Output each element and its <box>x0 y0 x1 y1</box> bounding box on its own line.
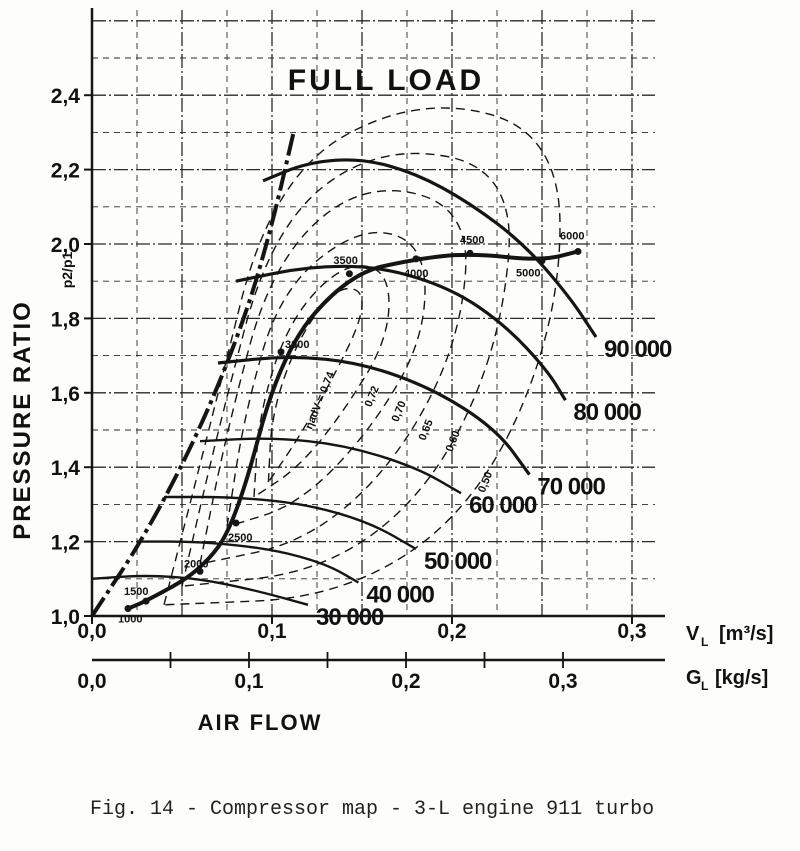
operating-point-rpm-label: 1500 <box>124 586 148 598</box>
operating-point-rpm-label: 5000 <box>516 268 540 280</box>
operating-point <box>412 255 420 263</box>
operating-point-rpm-label: 2000 <box>184 558 208 570</box>
y-tick-label: 1,0 <box>51 606 80 629</box>
y-tick-label: 1,6 <box>51 383 80 406</box>
efficiency-label: ηadV = 0,74 <box>303 369 337 431</box>
operating-point <box>232 519 240 527</box>
gl-axis-title: G L [kg/s] <box>686 667 768 693</box>
speed-line-label: 40 000 <box>366 582 434 609</box>
y-tick-label: 2,0 <box>51 234 80 257</box>
speed-line <box>235 264 567 402</box>
compressor-map-chart: ηadV = 0,74 0,720,700,65 0,600,50 30 00040… <box>9 8 773 735</box>
operating-point <box>538 257 546 265</box>
vl-tick-label: 0,0 <box>77 620 106 643</box>
operating-point <box>277 348 285 356</box>
speed-line <box>136 540 359 584</box>
y-tick-label: 1,8 <box>51 308 81 331</box>
efficiency-label: 0,70 <box>390 399 409 423</box>
axes: 1,0 1,2 1,4 1,6 1,8 2,0 2,2 2,4 0,0 0,1 0,2 0,3 0,0 0… <box>51 8 665 693</box>
gl-unit: [kg/s] <box>715 667 768 689</box>
speed-line <box>164 495 417 551</box>
speed-line-label: 60 000 <box>469 492 537 519</box>
speed-line-label: 70 000 <box>537 474 605 501</box>
operating-point <box>345 270 353 278</box>
speed-line-label: 30 000 <box>316 604 384 631</box>
efficiency-label: 0,60 <box>444 429 463 453</box>
vl-tick-label: 0,2 <box>437 620 466 643</box>
y-axis-symbol: p2/p1 <box>59 252 75 289</box>
x-axis-label: AIR FLOW <box>198 710 323 735</box>
speed-line <box>262 158 598 338</box>
y-tick-label: 2,2 <box>51 160 80 183</box>
efficiency-island-line <box>163 107 561 606</box>
operating-point-rpm-label: 4000 <box>404 268 428 280</box>
speed-line <box>199 437 462 495</box>
operating-point <box>574 247 582 255</box>
vl-axis-title: V L [m³/s] <box>686 623 773 649</box>
efficiency-island-line <box>199 190 467 565</box>
operating-point <box>466 249 474 257</box>
efficiency-label: 0,65 <box>417 418 436 442</box>
gl-tick-label: 0,1 <box>234 670 264 693</box>
vl-tick-label: 0,3 <box>617 620 646 643</box>
speed-line-label: 80 000 <box>573 399 641 426</box>
operating-point-rpm-label: 3500 <box>333 255 357 267</box>
efficiency-label: 0,50 <box>476 470 495 494</box>
vl-tick-label: 0,1 <box>257 620 287 643</box>
vl-subscript: L <box>701 635 708 649</box>
surge-line-group <box>90 131 296 618</box>
speed-line <box>91 574 309 606</box>
speed-line <box>217 355 531 476</box>
operating-point-rpm-label: 4500 <box>460 234 484 246</box>
speed-line-label: 50 000 <box>424 548 492 575</box>
gl-tick-label: 0,2 <box>391 670 420 693</box>
grid-lines <box>92 10 655 617</box>
operating-point-rpm-label: 3000 <box>285 339 309 351</box>
vl-symbol: V <box>686 623 700 645</box>
operating-point <box>142 597 150 605</box>
efficiency-island-line <box>226 231 426 528</box>
operating-point <box>124 605 132 613</box>
operating-point-rpm-label: 2500 <box>228 532 252 544</box>
y-tick-label: 1,2 <box>51 532 80 555</box>
operating-point <box>196 567 204 575</box>
y-tick-label: 2,4 <box>51 85 81 108</box>
figure-caption: Fig. 14 - Compressor map - 3-L engine 91… <box>90 798 655 821</box>
efficiency-island-line <box>181 152 510 587</box>
efficiency-label: 0,72 <box>363 384 382 408</box>
gl-tick-label: 0,0 <box>77 670 106 693</box>
chart-title: FULL LOAD <box>288 64 484 97</box>
gl-symbol: G <box>686 667 702 689</box>
y-axis-label: PRESSURE RATIO <box>9 300 36 540</box>
y-tick-label: 1,4 <box>51 457 81 480</box>
operating-point-rpm-label: 6000 <box>560 230 584 242</box>
gl-subscript: L <box>701 679 708 693</box>
gl-tick-label: 0,3 <box>548 670 577 693</box>
vl-unit: [m³/s] <box>719 623 773 645</box>
surge-line <box>90 131 296 618</box>
speed-line-label: 90 000 <box>604 336 672 363</box>
